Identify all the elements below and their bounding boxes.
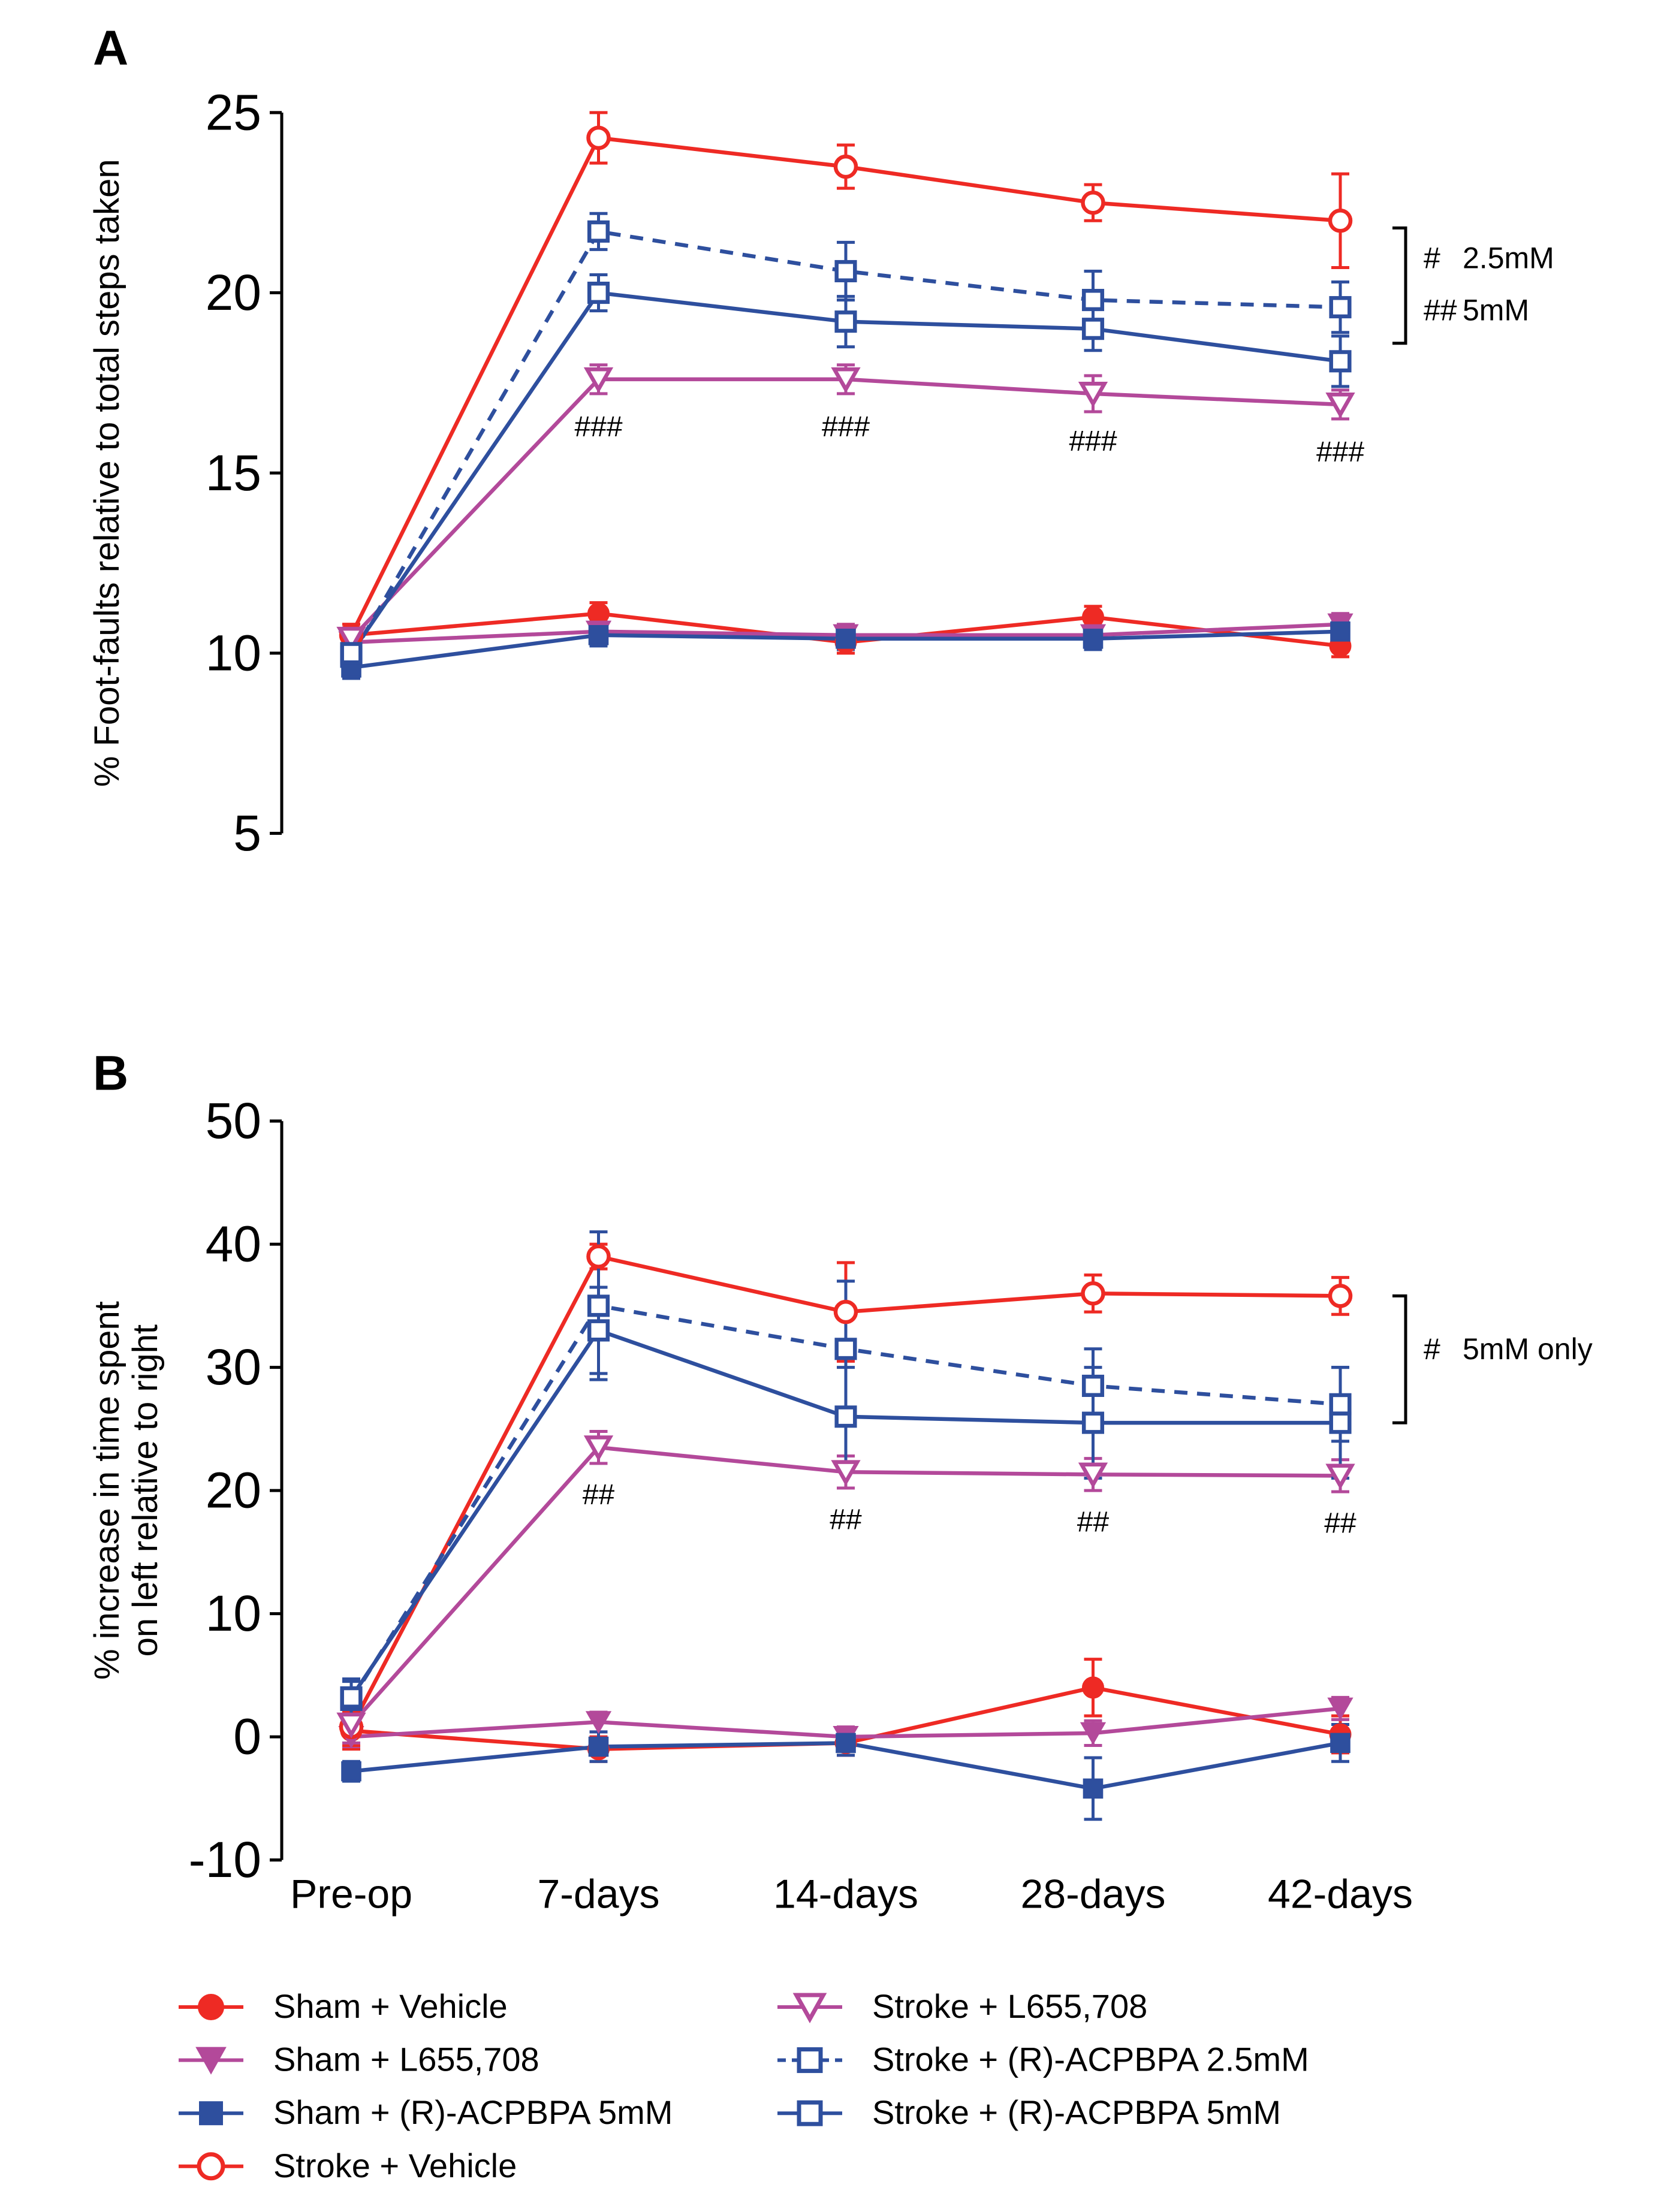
svg-text:28-days: 28-days	[1021, 1872, 1166, 1917]
svg-text:on left relative to right: on left relative to right	[126, 1324, 165, 1657]
svg-text:14-days: 14-days	[773, 1872, 918, 1917]
svg-text:##: ##	[583, 1479, 615, 1511]
svg-text:##: ##	[1324, 1507, 1356, 1539]
svg-text:##: ##	[830, 1504, 862, 1535]
svg-text:10: 10	[206, 624, 261, 681]
svg-text:##: ##	[1424, 293, 1457, 327]
svg-text:% Foot-faults relative to tota: % Foot-faults relative to total steps ta…	[88, 159, 126, 787]
svg-text:10: 10	[206, 1585, 261, 1641]
svg-text:15: 15	[206, 445, 261, 501]
svg-text:Stroke + (R)-ACPBPA 2.5mM: Stroke + (R)-ACPBPA 2.5mM	[872, 2041, 1309, 2078]
svg-text:#: #	[1424, 1332, 1440, 1366]
svg-text:Sham + L655,708: Sham + L655,708	[273, 2041, 539, 2078]
svg-text:###: ###	[1069, 425, 1117, 457]
svg-text:5mM: 5mM	[1463, 293, 1529, 327]
svg-text:#: #	[1424, 242, 1440, 275]
svg-text:Stroke + (R)-ACPBPA 5mM: Stroke + (R)-ACPBPA 5mM	[872, 2093, 1281, 2131]
svg-text:0: 0	[233, 1709, 261, 1765]
svg-text:20: 20	[206, 264, 261, 321]
svg-text:% increase in time spent: % increase in time spent	[88, 1301, 126, 1680]
svg-text:B: B	[93, 1046, 128, 1101]
svg-text:Sham + (R)-ACPBPA 5mM: Sham + (R)-ACPBPA 5mM	[273, 2093, 673, 2131]
svg-text:###: ###	[822, 411, 870, 443]
svg-text:5: 5	[233, 805, 261, 861]
svg-text:40: 40	[206, 1216, 261, 1272]
svg-text:20: 20	[206, 1462, 261, 1519]
svg-text:30: 30	[206, 1339, 261, 1395]
svg-text:Sham + Vehicle: Sham + Vehicle	[273, 1987, 508, 2025]
svg-text:Pre-op: Pre-op	[290, 1872, 412, 1917]
svg-text:##: ##	[1077, 1506, 1110, 1538]
svg-text:Stroke + Vehicle: Stroke + Vehicle	[273, 2147, 517, 2184]
svg-text:42-days: 42-days	[1268, 1872, 1413, 1917]
svg-text:2.5mM: 2.5mM	[1463, 242, 1554, 275]
svg-text:5mM only: 5mM only	[1463, 1332, 1593, 1366]
svg-text:###: ###	[1316, 436, 1364, 468]
svg-text:A: A	[93, 21, 128, 76]
svg-text:25: 25	[206, 84, 261, 140]
svg-text:###: ###	[574, 411, 622, 443]
svg-text:-10: -10	[189, 1831, 261, 1888]
svg-text:Stroke + L655,708: Stroke + L655,708	[872, 1987, 1147, 2025]
svg-text:50: 50	[206, 1093, 261, 1149]
svg-text:7-days: 7-days	[537, 1872, 659, 1917]
